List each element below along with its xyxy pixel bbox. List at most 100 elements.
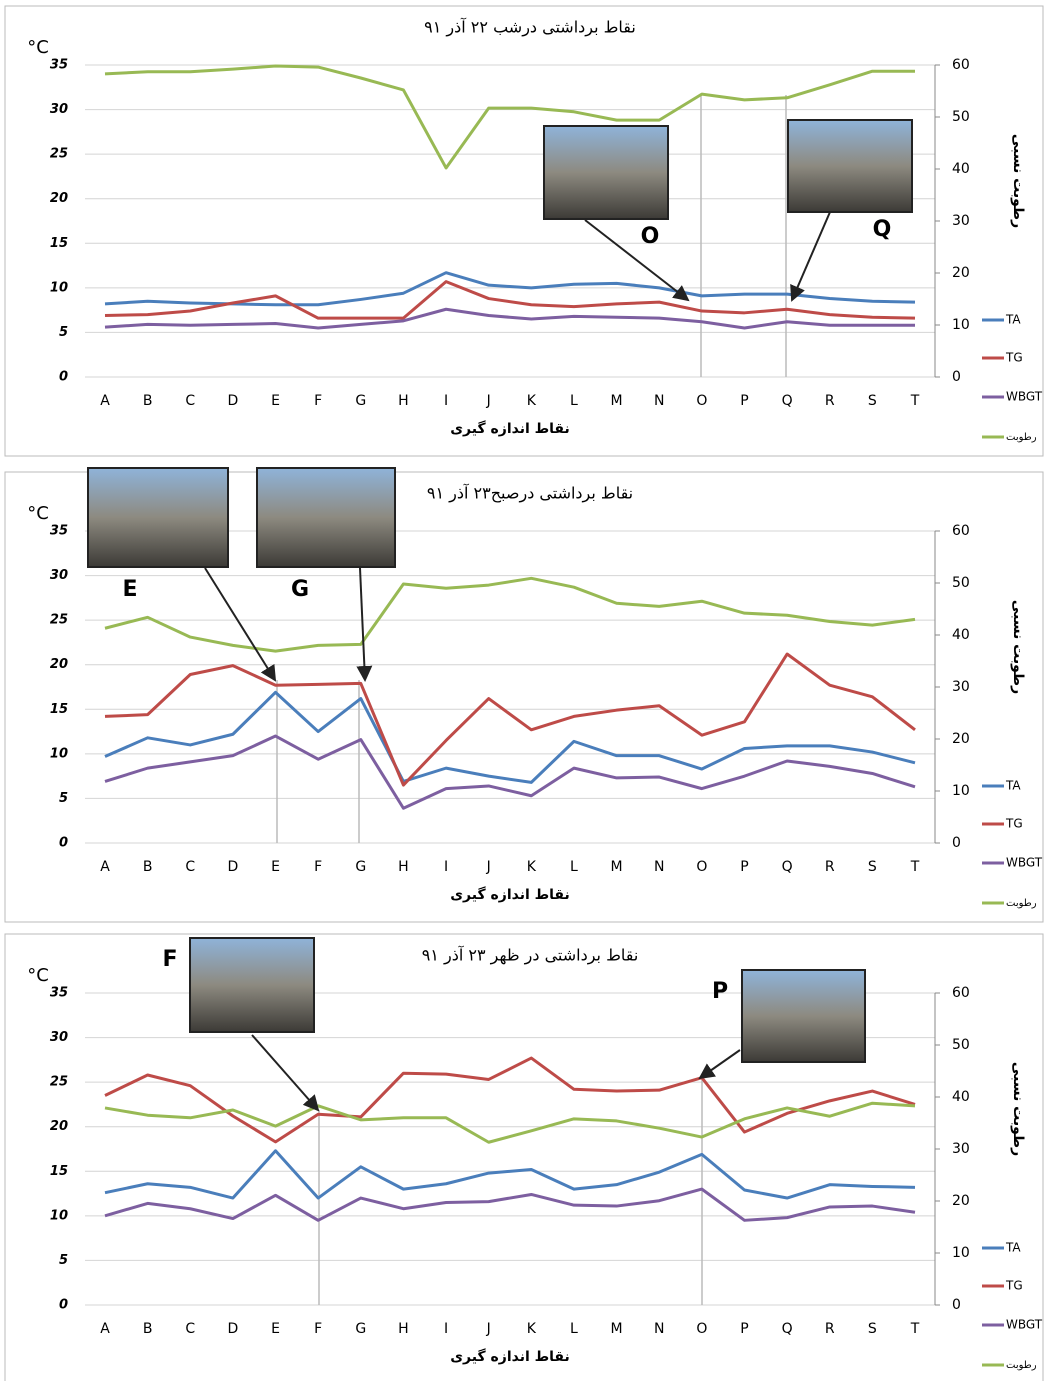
x-tick-label: A — [100, 1321, 110, 1337]
series-line — [104, 307, 915, 330]
series-line — [104, 280, 916, 320]
y2-tick-label: 40 — [952, 627, 970, 643]
photo-label: P — [712, 979, 728, 1004]
x-tick-label: S — [868, 393, 877, 409]
x-tick-label: D — [228, 859, 239, 875]
y-tick-label: 15 — [50, 236, 68, 251]
x-tick-label: D — [228, 1321, 239, 1337]
series-line — [104, 1149, 916, 1200]
y2-tick-label: 30 — [952, 679, 970, 695]
x-tick-label: E — [271, 393, 280, 409]
x-tick-label: B — [143, 393, 153, 409]
x-tick-label: R — [825, 859, 835, 875]
x-axis-label: نقاط اندازه گیری — [450, 886, 570, 903]
series-line — [104, 64, 915, 170]
y2-axis-label: رطوبت نسبی — [1010, 600, 1026, 694]
x-tick-label: K — [527, 859, 537, 875]
y-tick-label: 10 — [50, 746, 68, 761]
y-tick-label: 0 — [59, 1298, 68, 1313]
x-tick-label: N — [654, 1321, 664, 1337]
y-tick-label: 30 — [50, 1030, 68, 1045]
y2-tick-label: 20 — [952, 265, 970, 281]
legend-label: رطوبت — [1006, 898, 1037, 909]
y2-tick-label: 0 — [952, 1297, 961, 1313]
photo — [189, 937, 315, 1033]
arrow — [204, 567, 277, 682]
panel-border — [4, 5, 1044, 457]
legend-label: WBGT — [1006, 1318, 1043, 1332]
x-tick-label: T — [910, 859, 920, 875]
x-tick-label: G — [355, 393, 366, 409]
x-tick-label: S — [868, 1321, 877, 1337]
x-tick-label: R — [825, 1321, 835, 1337]
legend-label: WBGT — [1006, 390, 1043, 404]
x-tick-label: A — [100, 393, 110, 409]
x-tick-label: K — [527, 1321, 537, 1337]
legend-label: رطوبت — [1006, 432, 1037, 443]
y2-axis-label: رطوبت نسبی — [1010, 1062, 1026, 1156]
x-tick-label: F — [314, 1321, 322, 1337]
arrow — [698, 1049, 741, 1080]
y-tick-label: 0 — [59, 836, 68, 851]
x-tick-label: M — [611, 393, 623, 409]
series-line — [104, 734, 916, 810]
x-tick-label: N — [654, 859, 664, 875]
chart-title: نقاط برداشتی درشب ۲۲ آذر ۹۱ — [424, 18, 636, 38]
x-tick-label: Q — [782, 393, 793, 409]
y2-tick-label: 30 — [952, 213, 970, 229]
y-tick-label: 20 — [50, 657, 68, 672]
x-tick-label: L — [570, 1321, 578, 1337]
series-line — [104, 576, 916, 653]
x-tick-label: O — [696, 393, 707, 409]
x-tick-label: Q — [782, 1321, 793, 1337]
chart-panel: نقاط برداشتی درصبح۲۳ آذر ۹۱ °C رطوبت نسبی ن… — [4, 467, 1044, 923]
photo-label: E — [122, 577, 137, 602]
x-tick-label: K — [527, 393, 537, 409]
x-tick-label: Q — [782, 859, 793, 875]
series-line — [104, 1101, 916, 1144]
chart-panel: نقاط برداشتی در ظهر ۲۳ آذر ۹۱ °C رطوبت نسب… — [4, 933, 1044, 1381]
series-line — [104, 1056, 916, 1144]
y2-tick-label: 10 — [952, 317, 970, 333]
photo-label: Q — [873, 217, 892, 242]
y2-tick-label: 50 — [952, 1037, 970, 1053]
x-tick-label: J — [486, 859, 491, 875]
chart-title: نقاط برداشتی درصبح۲۳ آذر ۹۱ — [427, 484, 633, 504]
photo-label: G — [291, 577, 309, 602]
y-tick-label: 25 — [50, 147, 68, 162]
y-tick-label: 35 — [50, 524, 68, 539]
chart-panel: نقاط برداشتی درشب ۲۲ آذر ۹۱ °C رطوبت نسبی ن… — [4, 5, 1044, 457]
y-tick-label: 30 — [50, 568, 68, 583]
x-tick-label: M — [611, 1321, 623, 1337]
x-tick-label: R — [825, 393, 835, 409]
x-tick-label: P — [740, 859, 748, 875]
series-line — [104, 652, 916, 787]
y2-tick-label: 40 — [952, 1089, 970, 1105]
x-tick-label: H — [398, 859, 409, 875]
legend-label: TA — [1005, 779, 1021, 793]
x-tick-label: E — [271, 1321, 280, 1337]
x-tick-label: H — [398, 1321, 409, 1337]
legend-label: رطوبت — [1006, 1360, 1037, 1371]
x-tick-label: I — [444, 1321, 448, 1337]
x-tick-label: C — [185, 393, 195, 409]
x-tick-label: M — [611, 859, 623, 875]
x-tick-label: J — [486, 1321, 491, 1337]
y-tick-label: 35 — [50, 58, 68, 73]
panel-border — [4, 933, 1044, 1381]
x-tick-label: E — [271, 859, 280, 875]
x-tick-label: P — [740, 393, 748, 409]
x-tick-label: L — [570, 393, 578, 409]
x-tick-label: H — [398, 393, 409, 409]
y2-tick-label: 60 — [952, 57, 970, 73]
x-tick-label: N — [654, 393, 664, 409]
y2-tick-label: 60 — [952, 523, 970, 539]
x-tick-label: F — [314, 859, 322, 875]
y2-tick-label: 60 — [952, 985, 970, 1001]
y2-tick-label: 20 — [952, 1193, 970, 1209]
legend-label: TA — [1005, 1241, 1021, 1255]
x-tick-label: B — [143, 1321, 153, 1337]
x-tick-label: C — [185, 1321, 195, 1337]
photo-label: O — [641, 224, 660, 249]
x-tick-label: A — [100, 859, 110, 875]
